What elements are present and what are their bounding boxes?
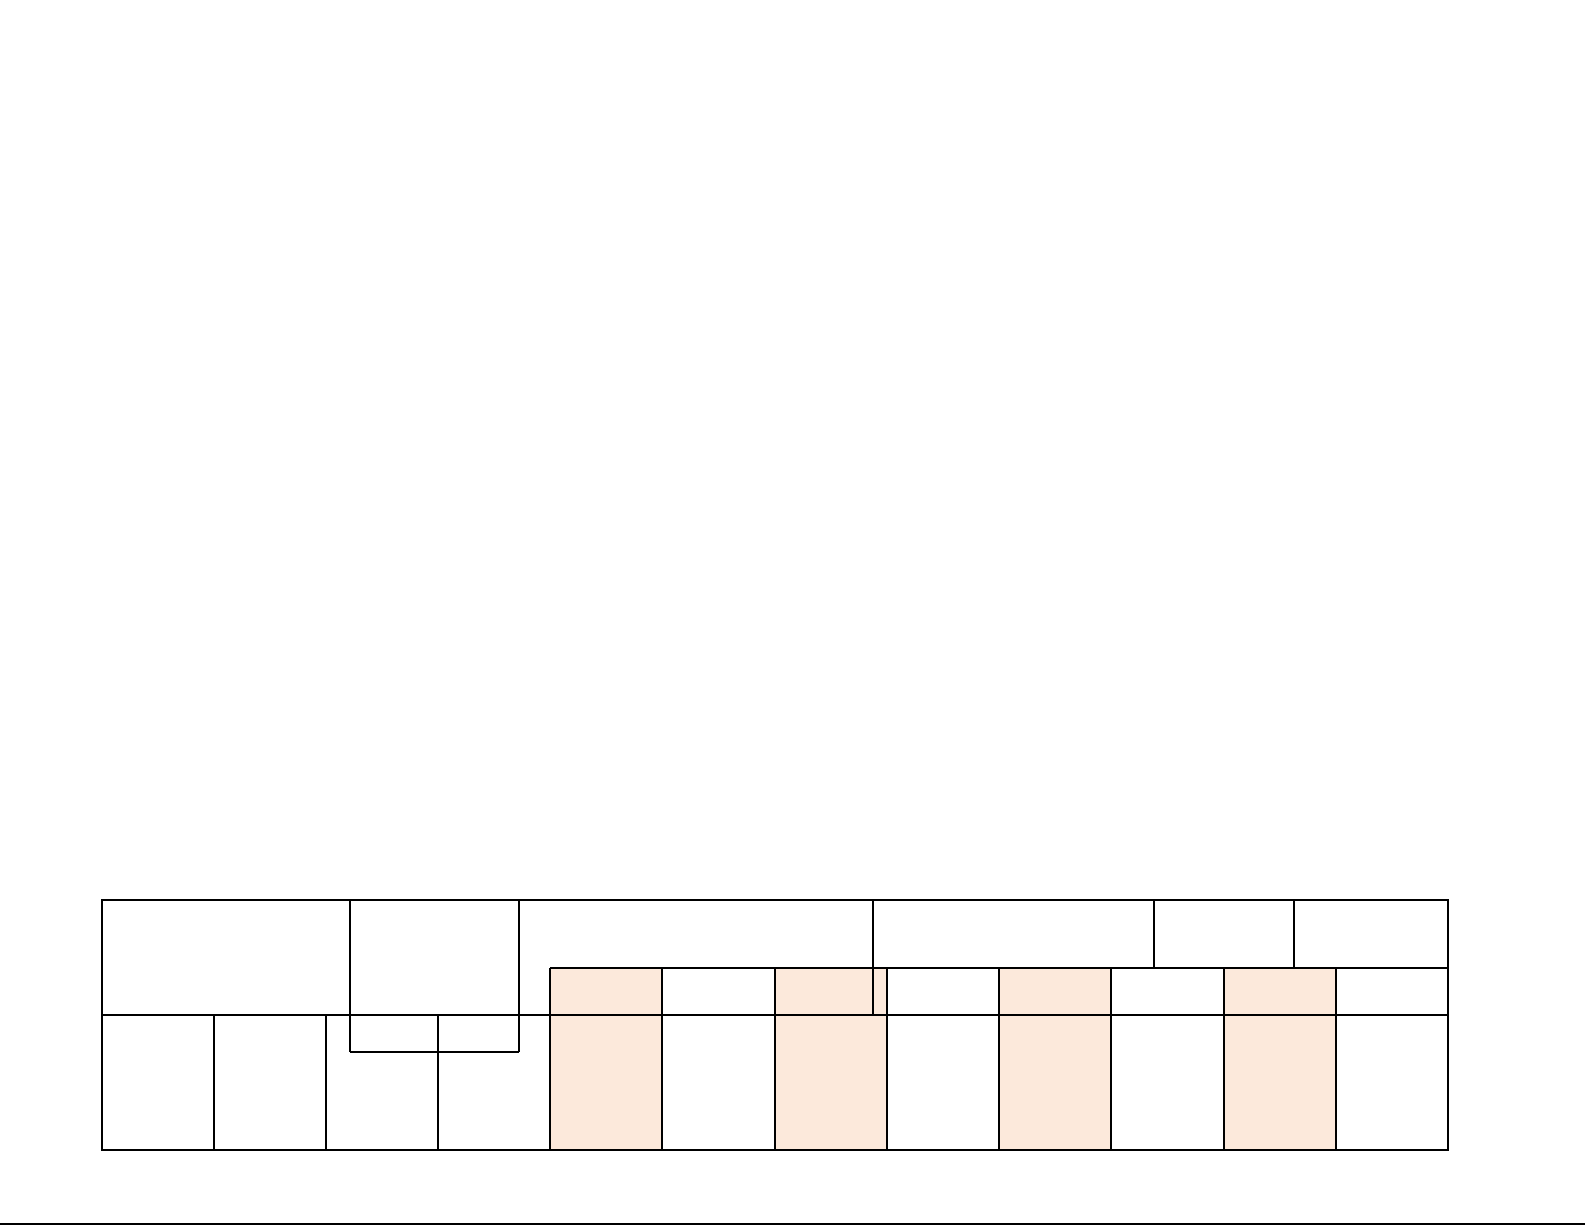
shaded-columns bbox=[550, 968, 1336, 1150]
shaded-column bbox=[1224, 968, 1336, 1150]
shaded-column bbox=[550, 968, 662, 1150]
shaded-column bbox=[999, 968, 1111, 1150]
grid-lines bbox=[0, 899, 1585, 1225]
shaded-column bbox=[775, 968, 887, 1150]
